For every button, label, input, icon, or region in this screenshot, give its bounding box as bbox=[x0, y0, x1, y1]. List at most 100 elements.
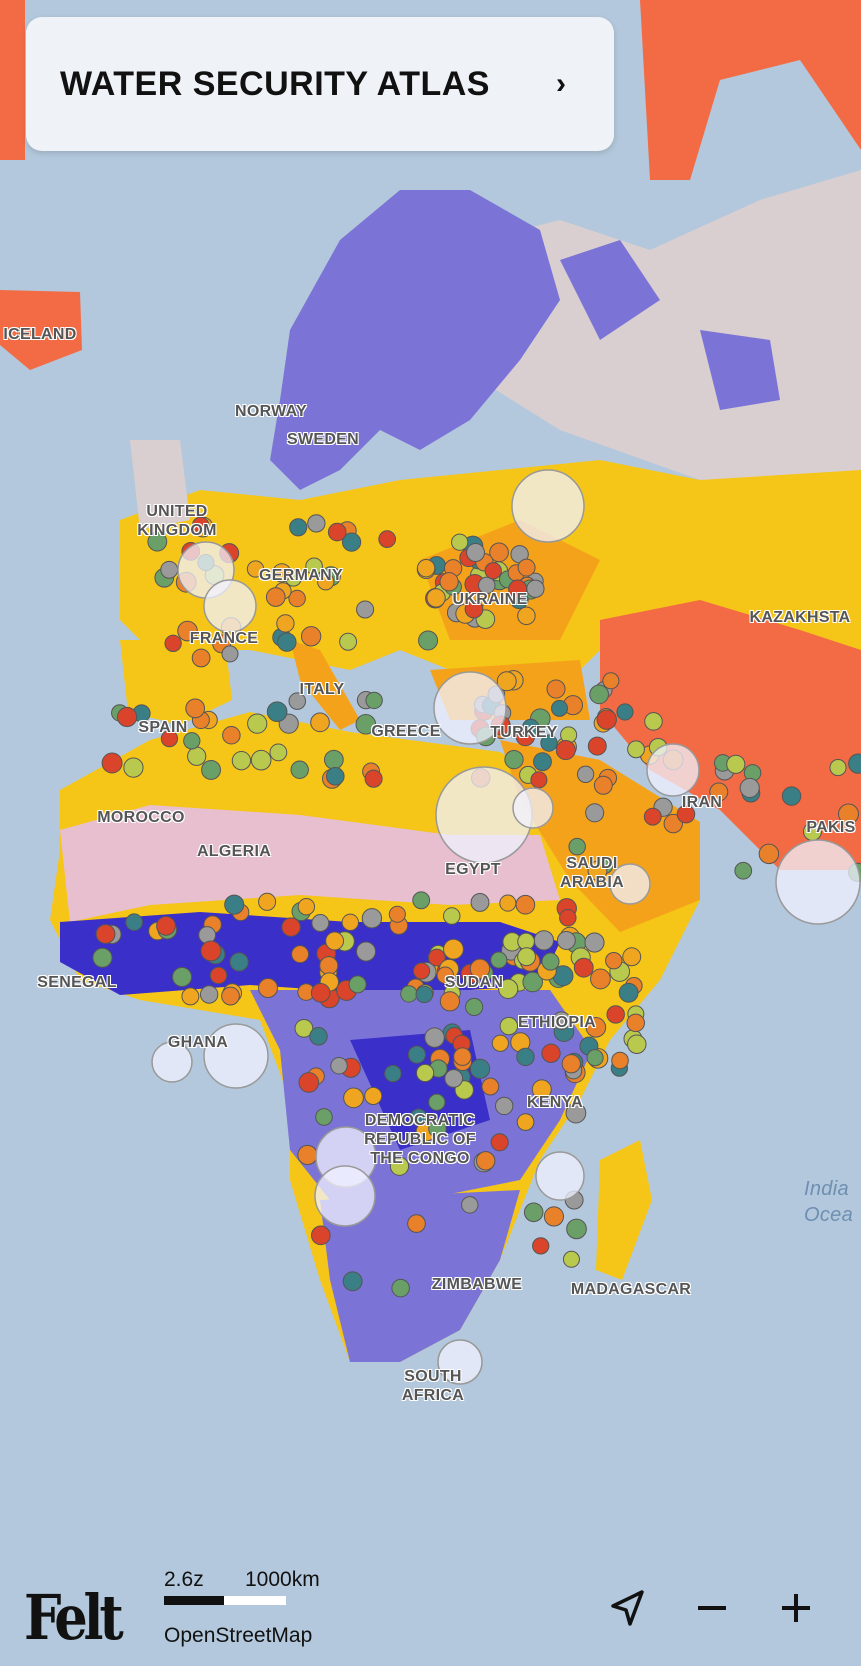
site-marker[interactable] bbox=[541, 1043, 561, 1063]
site-marker[interactable] bbox=[556, 931, 576, 950]
cluster-marker[interactable] bbox=[512, 787, 554, 829]
site-marker[interactable] bbox=[555, 740, 576, 761]
site-marker[interactable] bbox=[532, 1237, 550, 1255]
site-marker[interactable] bbox=[200, 940, 222, 962]
site-marker[interactable] bbox=[444, 1069, 464, 1088]
site-marker[interactable] bbox=[415, 1063, 435, 1083]
site-marker[interactable] bbox=[247, 713, 268, 734]
site-marker[interactable] bbox=[464, 599, 484, 619]
site-marker[interactable] bbox=[258, 892, 277, 911]
cluster-marker[interactable] bbox=[437, 1339, 483, 1385]
site-marker[interactable] bbox=[250, 749, 272, 771]
site-marker[interactable] bbox=[781, 786, 802, 806]
site-marker[interactable] bbox=[739, 777, 760, 798]
site-marker[interactable] bbox=[364, 1086, 383, 1105]
site-marker[interactable] bbox=[101, 752, 123, 774]
zoom-out-button[interactable] bbox=[690, 1586, 734, 1630]
site-marker[interactable] bbox=[258, 978, 279, 999]
site-marker[interactable] bbox=[191, 648, 211, 668]
site-marker[interactable] bbox=[576, 765, 595, 783]
site-marker[interactable] bbox=[177, 620, 198, 642]
site-marker[interactable] bbox=[276, 614, 295, 633]
site-marker[interactable] bbox=[400, 985, 418, 1003]
site-marker[interactable] bbox=[415, 985, 434, 1004]
site-marker[interactable] bbox=[305, 557, 323, 576]
site-marker[interactable] bbox=[508, 579, 528, 599]
site-marker[interactable] bbox=[160, 730, 179, 748]
site-marker[interactable] bbox=[341, 532, 362, 552]
site-marker[interactable] bbox=[461, 1196, 479, 1214]
site-marker[interactable] bbox=[164, 634, 182, 653]
site-marker[interactable] bbox=[543, 1206, 565, 1227]
site-marker[interactable] bbox=[590, 968, 611, 990]
site-marker[interactable] bbox=[364, 769, 383, 788]
site-marker[interactable] bbox=[498, 978, 519, 1000]
site-marker[interactable] bbox=[586, 1049, 604, 1067]
site-marker[interactable] bbox=[499, 894, 517, 912]
cluster-marker[interactable] bbox=[203, 579, 257, 633]
site-marker[interactable] bbox=[516, 1047, 535, 1067]
cluster-marker[interactable] bbox=[609, 863, 651, 905]
site-marker[interactable] bbox=[231, 751, 252, 771]
site-marker[interactable] bbox=[643, 807, 662, 826]
site-marker[interactable] bbox=[281, 917, 301, 937]
site-marker[interactable] bbox=[593, 775, 613, 795]
site-marker[interactable] bbox=[587, 736, 607, 756]
cluster-marker[interactable] bbox=[314, 1165, 376, 1227]
site-marker[interactable] bbox=[626, 1013, 645, 1033]
site-marker[interactable] bbox=[325, 931, 345, 951]
site-marker[interactable] bbox=[348, 975, 367, 994]
site-marker[interactable] bbox=[676, 804, 696, 824]
site-marker[interactable] bbox=[552, 1011, 571, 1031]
site-marker[interactable] bbox=[439, 991, 461, 1012]
site-marker[interactable] bbox=[469, 958, 491, 980]
site-marker[interactable] bbox=[265, 587, 286, 607]
site-marker[interactable] bbox=[310, 1225, 331, 1246]
cluster-marker[interactable] bbox=[775, 839, 861, 925]
site-marker[interactable] bbox=[378, 530, 396, 548]
site-marker[interactable] bbox=[339, 632, 358, 651]
site-marker[interactable] bbox=[627, 1034, 647, 1054]
site-marker[interactable] bbox=[201, 759, 221, 780]
site-marker[interactable] bbox=[734, 861, 753, 880]
site-marker[interactable] bbox=[516, 1113, 535, 1131]
site-marker[interactable] bbox=[246, 560, 265, 578]
site-marker[interactable] bbox=[327, 522, 347, 542]
site-marker[interactable] bbox=[442, 907, 461, 925]
site-marker[interactable] bbox=[416, 558, 436, 578]
site-marker[interactable] bbox=[183, 732, 201, 750]
site-marker[interactable] bbox=[522, 971, 543, 993]
site-marker[interactable] bbox=[323, 749, 344, 770]
site-marker[interactable] bbox=[297, 898, 316, 916]
site-marker[interactable] bbox=[92, 947, 113, 968]
site-marker[interactable] bbox=[341, 913, 359, 932]
site-marker[interactable] bbox=[484, 562, 502, 580]
site-marker[interactable] bbox=[546, 679, 566, 699]
site-marker[interactable] bbox=[356, 600, 375, 619]
site-marker[interactable] bbox=[517, 606, 536, 626]
site-marker[interactable] bbox=[829, 758, 847, 777]
site-marker[interactable] bbox=[428, 1119, 447, 1138]
site-marker[interactable] bbox=[522, 718, 540, 737]
site-marker[interactable] bbox=[172, 966, 193, 988]
site-marker[interactable] bbox=[290, 760, 309, 779]
site-marker[interactable] bbox=[412, 891, 431, 910]
site-marker[interactable] bbox=[424, 1027, 445, 1048]
site-marker[interactable] bbox=[315, 1108, 333, 1126]
site-marker[interactable] bbox=[209, 966, 228, 985]
site-marker[interactable] bbox=[540, 734, 558, 752]
site-marker[interactable] bbox=[562, 1250, 580, 1268]
site-marker[interactable] bbox=[309, 1027, 328, 1046]
site-marker[interactable] bbox=[426, 588, 446, 608]
site-marker[interactable] bbox=[310, 983, 331, 1003]
site-marker[interactable] bbox=[533, 752, 552, 772]
site-marker[interactable] bbox=[365, 691, 383, 710]
site-marker[interactable] bbox=[181, 987, 200, 1006]
site-marker[interactable] bbox=[221, 986, 240, 1006]
site-marker[interactable] bbox=[489, 542, 509, 563]
site-marker[interactable] bbox=[584, 932, 605, 953]
site-marker[interactable] bbox=[407, 1045, 426, 1064]
site-marker[interactable] bbox=[222, 726, 241, 745]
site-marker[interactable] bbox=[491, 1034, 509, 1052]
site-marker[interactable] bbox=[311, 914, 330, 932]
